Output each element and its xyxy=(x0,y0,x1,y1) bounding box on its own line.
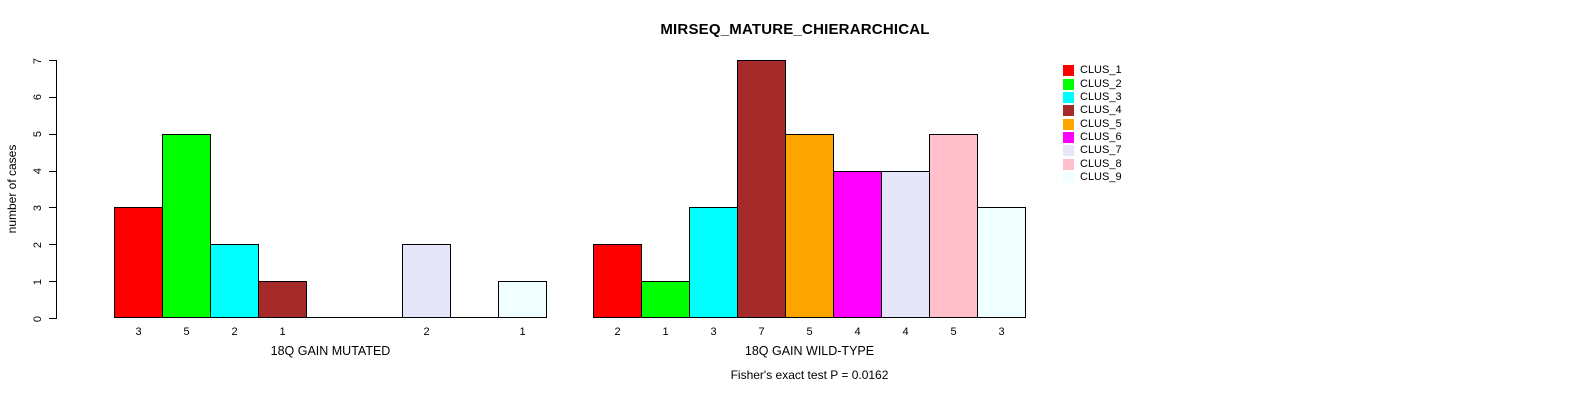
legend-label: CLUS_3 xyxy=(1080,90,1122,103)
bar-value-label: 4 xyxy=(854,326,861,338)
bar-clus_6 xyxy=(833,170,882,318)
y-tick-label: 2 xyxy=(32,241,44,248)
y-tick xyxy=(49,244,56,246)
legend-swatch xyxy=(1063,118,1074,130)
bar-value-label: 5 xyxy=(183,326,190,338)
legend-item-clus_5: CLUS_5 xyxy=(1063,117,1122,130)
fisher-test-annotation: Fisher's exact test P = 0.0162 xyxy=(730,368,889,382)
legend-label: CLUS_2 xyxy=(1080,77,1122,90)
y-tick xyxy=(49,170,56,172)
bar-group-wildtype: 18Q GAIN WILD-TYPE 2 1 3 7 5 4 4 5 3 xyxy=(593,60,1026,358)
bar-value-label: 3 xyxy=(710,326,717,338)
legend-swatch xyxy=(1063,78,1074,90)
bar-clus_9 xyxy=(977,207,1026,318)
bar-clus_7 xyxy=(881,170,930,318)
bar-value-label: 1 xyxy=(279,326,286,338)
legend-label: CLUS_7 xyxy=(1080,144,1122,157)
bar-clus_5 xyxy=(785,133,834,318)
legend-item-clus_3: CLUS_3 xyxy=(1063,91,1122,104)
legend-label: CLUS_8 xyxy=(1080,157,1122,170)
bar-clus_3 xyxy=(210,244,259,318)
bar-value-label: 1 xyxy=(519,326,526,338)
bar-value-label: 2 xyxy=(423,326,430,338)
legend-item-clus_1: CLUS_1 xyxy=(1063,64,1122,77)
legend-item-clus_8: CLUS_8 xyxy=(1063,157,1122,170)
legend-swatch xyxy=(1063,105,1074,117)
legend-label: CLUS_9 xyxy=(1080,170,1122,183)
legend-label: CLUS_6 xyxy=(1080,130,1122,143)
y-tick-label: 5 xyxy=(32,131,44,138)
y-tick-label: 1 xyxy=(32,278,44,285)
legend-swatch xyxy=(1063,145,1074,157)
y-tick-label: 4 xyxy=(32,168,44,175)
y-tick-label: 7 xyxy=(32,57,44,64)
y-tick xyxy=(49,207,56,209)
bar-clus_4 xyxy=(737,60,786,318)
legend-item-clus_4: CLUS_4 xyxy=(1063,104,1122,117)
y-tick-label: 3 xyxy=(32,204,44,211)
bar-value-label: 3 xyxy=(135,326,142,338)
group-axis-title-mutated: 18Q GAIN MUTATED xyxy=(270,344,391,358)
legend-swatch xyxy=(1063,171,1074,183)
bar-value-label: 5 xyxy=(950,326,957,338)
x-axis-baseline xyxy=(114,317,547,318)
legend-item-clus_7: CLUS_7 xyxy=(1063,144,1122,157)
y-tick-label: 6 xyxy=(32,94,44,101)
y-tick xyxy=(49,60,56,61)
legend-label: CLUS_4 xyxy=(1080,104,1122,117)
bar-value-label: 2 xyxy=(614,326,621,338)
legend-item-clus_9: CLUS_9 xyxy=(1063,171,1122,184)
y-tick-label: 0 xyxy=(32,315,44,322)
legend-label: CLUS_5 xyxy=(1080,117,1122,130)
legend-item-clus_2: CLUS_2 xyxy=(1063,77,1122,90)
bar-value-label: 4 xyxy=(902,326,909,338)
y-tick xyxy=(49,318,56,319)
y-axis-line xyxy=(56,60,57,319)
chart-title: MIRSEQ_MATURE_CHIERARCHICAL xyxy=(660,21,930,38)
legend-swatch xyxy=(1063,65,1074,77)
bar-group-mutated: 18Q GAIN MUTATED 3 5 2 1 2 1 xyxy=(114,60,547,358)
group-axis-title-wildtype: 18Q GAIN WILD-TYPE xyxy=(744,344,875,358)
bar-value-label: 3 xyxy=(998,326,1005,338)
bar-clus_1 xyxy=(593,244,642,318)
y-tick xyxy=(49,133,56,135)
bar-clus_2 xyxy=(641,281,690,318)
bar-clus_4 xyxy=(258,281,307,318)
legend: CLUS_1 CLUS_2 CLUS_3 CLUS_4 CLUS_5 CLUS_6 CLUS… xyxy=(1063,64,1122,184)
legend-swatch xyxy=(1063,158,1074,170)
bar-clus_8 xyxy=(929,133,978,318)
bar-value-label: 5 xyxy=(806,326,813,338)
bar-value-label: 7 xyxy=(758,326,765,338)
bar-value-label: 1 xyxy=(662,326,669,338)
bar-clus_3 xyxy=(689,207,738,318)
bar-clus_7 xyxy=(402,244,451,318)
bar-clus_2 xyxy=(162,133,211,318)
y-axis-title: number of cases xyxy=(5,144,19,234)
bar-clus_1 xyxy=(114,207,163,318)
bar-value-label: 2 xyxy=(231,326,238,338)
y-tick xyxy=(49,96,56,98)
legend-swatch xyxy=(1063,131,1074,143)
legend-label: CLUS_1 xyxy=(1080,64,1122,77)
legend-item-clus_6: CLUS_6 xyxy=(1063,131,1122,144)
legend-swatch xyxy=(1063,91,1074,103)
bar-clus_9 xyxy=(498,281,547,318)
y-tick xyxy=(49,281,56,283)
